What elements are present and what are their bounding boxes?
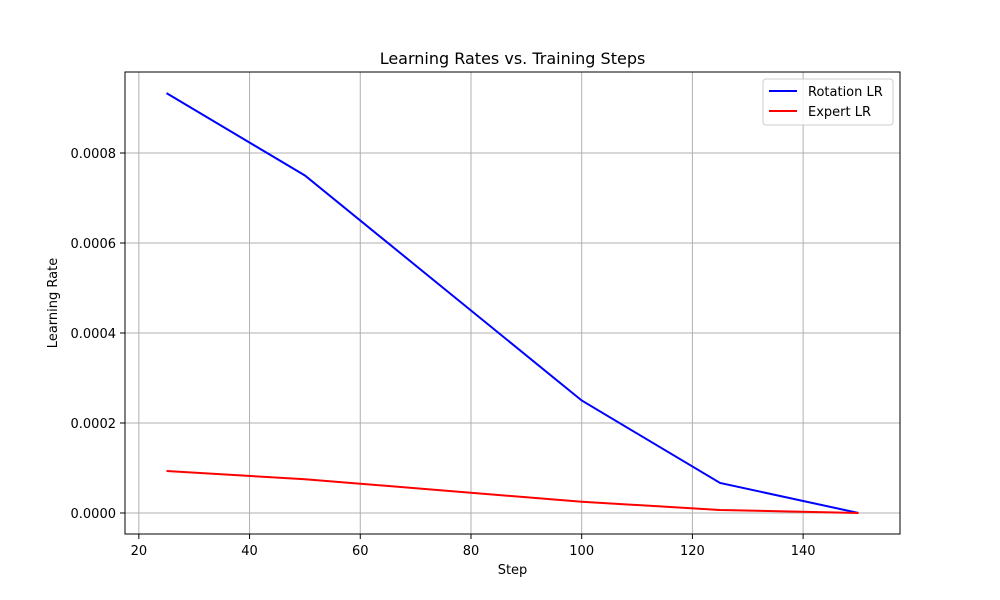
series-line-rotation-lr <box>166 92 859 514</box>
series-lines <box>166 92 859 514</box>
y-tick-label: 0.0000 <box>71 507 117 522</box>
legend-label-rotation-lr: Rotation LR <box>808 85 883 100</box>
x-tick-label: 120 <box>680 544 705 559</box>
x-tick-label: 100 <box>569 544 594 559</box>
x-tick-label: 140 <box>791 544 816 559</box>
legend: Rotation LR Expert LR <box>762 78 894 126</box>
y-axis-label: Learning Rate <box>46 258 61 348</box>
legend-label-expert-lr: Expert LR <box>808 105 871 120</box>
y-tick-label: 0.0004 <box>71 327 117 342</box>
y-axis-ticks: 0.0000 0.0002 0.0004 0.0006 0.0008 <box>71 147 125 522</box>
x-tick-label: 40 <box>241 544 258 559</box>
y-tick-label: 0.0002 <box>71 417 117 432</box>
plot-background <box>125 72 900 534</box>
plot-frame <box>124 71 901 535</box>
x-tick-label: 80 <box>463 544 480 559</box>
y-tick-label: 0.0006 <box>71 237 117 252</box>
chart-title: Learning Rates vs. Training Steps <box>380 49 646 68</box>
x-tick-label: 20 <box>131 544 148 559</box>
series-line-expert-lr <box>166 470 859 514</box>
x-axis-ticks: 20 40 60 80 100 120 140 <box>131 534 816 559</box>
y-tick-label: 0.0008 <box>71 147 117 162</box>
x-tick-label: 60 <box>352 544 369 559</box>
x-axis-label: Step <box>498 563 528 578</box>
grid <box>125 72 900 534</box>
